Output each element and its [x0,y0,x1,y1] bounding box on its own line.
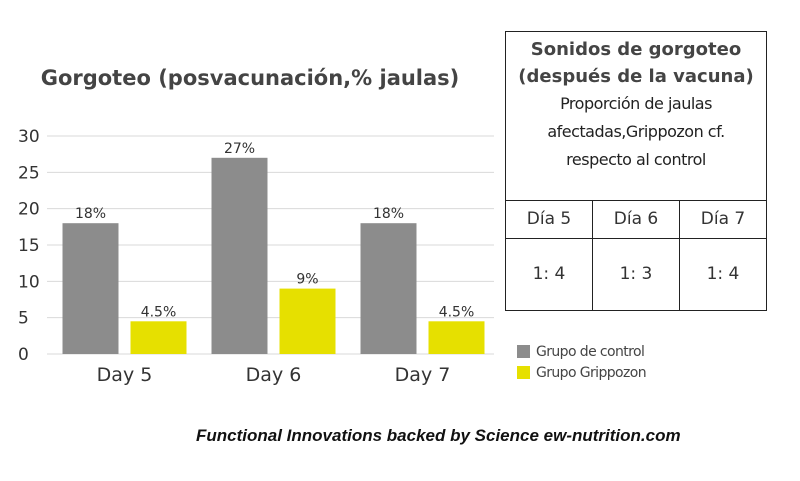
bar-value-label: 18% [75,206,106,222]
ratio-table: Sonidos de gorgoteo (después de la vacun… [505,31,767,311]
legend-item-grippozon: Grupo Grippozon [517,362,647,383]
table-day-row: Día 5 Día 6 Día 7 [506,201,766,239]
x-tick-label: Day 5 [97,364,153,386]
table-day-cell: Día 6 [592,201,679,238]
bars [62,157,485,354]
table-description: Proporción de jaulas afectadas,Grippozon… [547,94,725,169]
grid-lines [47,135,494,355]
table-ratio-row: 1: 4 1: 3 1: 4 [506,239,766,310]
y-tick-label: 20 [18,200,40,220]
bar-grippozon [279,288,336,354]
table-day-cell: Día 7 [679,201,766,238]
table-ratio-cell: 1: 4 [532,264,566,284]
table-day-cell: Día 5 [526,209,572,229]
y-axis-ticks: 0 5 10 15 20 25 30 [18,127,40,365]
bar-value-label: 27% [224,141,255,157]
bar-control [211,157,268,354]
x-tick-label: Day 7 [395,364,451,386]
y-tick-label: 5 [18,309,29,329]
legend-swatch-grippozon [517,366,530,379]
y-tick-label: 0 [18,345,29,365]
chart-legend: Grupo de control Grupo Grippozon [517,341,647,383]
chart-title: Gorgoteo (posvacunación,% jaulas) [40,66,460,90]
footer-credit: Functional Innovations backed by Science… [196,426,681,445]
legend-label-control: Grupo de control [536,343,645,360]
bar-grippozon [130,321,187,354]
legend-swatch-control [517,345,530,358]
y-tick-label: 10 [18,272,40,292]
data-labels: 18% 4.5% 27% 9% 18% 4.5% [75,141,474,320]
table-heading: Sonidos de gorgoteo (después de la vacun… [518,39,754,87]
x-tick-label: Day 6 [246,364,302,386]
bar-value-label: 9% [296,272,318,288]
y-tick-label: 30 [18,127,40,147]
bar-value-label: 18% [373,206,404,222]
table-ratio-cell: 1: 3 [592,239,679,310]
y-tick-label: 25 [18,163,40,183]
bar-value-label: 4.5% [439,304,475,320]
table-ratio-cell: 1: 4 [679,239,766,310]
legend-item-control: Grupo de control [517,341,646,362]
bar-grippozon [428,321,485,354]
legend-label-grippozon: Grupo Grippozon [536,364,647,381]
y-tick-label: 15 [18,236,40,256]
bar-value-label: 4.5% [141,304,177,320]
bar-control [360,223,417,354]
bar-control [62,223,119,354]
table-header: Sonidos de gorgoteo (después de la vacun… [506,32,766,201]
x-axis-ticks: Day 5 Day 6 Day 7 [97,364,451,386]
